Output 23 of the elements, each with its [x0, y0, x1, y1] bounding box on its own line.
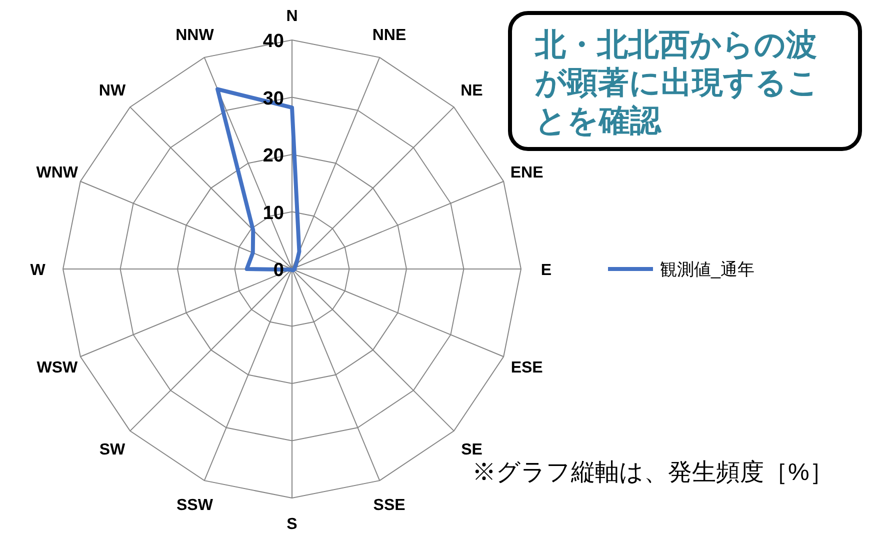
spoke-label: SSW	[176, 496, 214, 514]
spoke-label: WNW	[36, 164, 79, 182]
y-tick-label: 10	[262, 202, 284, 224]
spoke-label: W	[30, 262, 46, 279]
text: 北・北北西からの波が顕著に出現することを確認	[534, 27, 819, 138]
spoke-label: SW	[99, 442, 126, 459]
spoke-label: S	[286, 516, 298, 533]
y-tick-label: 0	[273, 260, 284, 281]
spoke-label: NW	[98, 82, 126, 100]
text: ※グラフ縦軸は、発生頻度［%］	[472, 459, 834, 486]
spoke-label: SE	[461, 442, 483, 459]
legend-label: 観測値_通年	[660, 260, 754, 279]
spoke-label: ENE	[510, 164, 544, 182]
spoke-label: N	[286, 8, 298, 25]
spoke-label: ESE	[510, 359, 544, 376]
y-tick-label: 40	[262, 31, 284, 52]
spoke-label: NNE	[372, 27, 406, 44]
spoke-label: NNW	[176, 27, 215, 44]
spoke-label: E	[540, 262, 552, 279]
spoke-label: WSW	[36, 359, 78, 376]
spoke-label: SSE	[373, 496, 406, 514]
y-tick-label: 20	[262, 146, 284, 166]
spoke-label: NE	[460, 82, 484, 100]
